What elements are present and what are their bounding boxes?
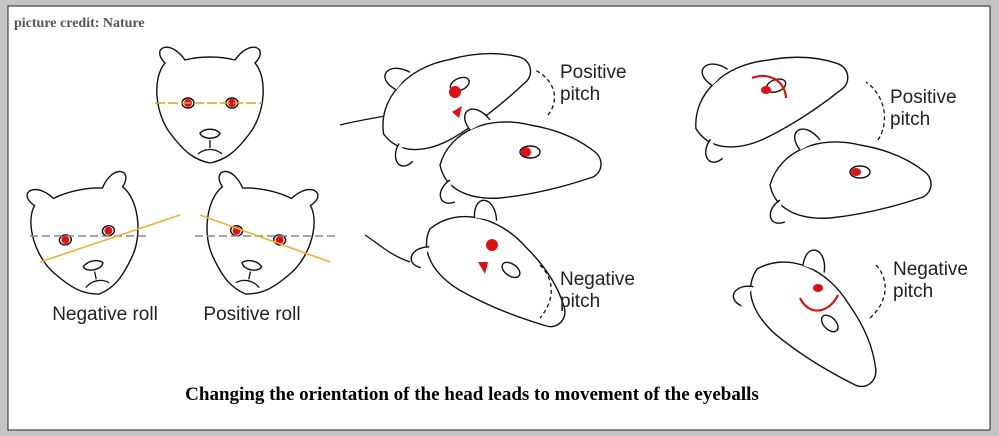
pitch-label: Positive — [890, 87, 957, 108]
roll-label: Negative roll — [52, 304, 158, 325]
pitch-label: Negative — [893, 259, 968, 280]
credit: picture credit: Nature — [14, 16, 145, 31]
pitch-label: pitch — [890, 109, 930, 130]
roll-label: Positive roll — [203, 304, 300, 325]
pitch-heads — [339, 14, 602, 354]
pitch-label: pitch — [560, 291, 600, 312]
caption: Changing the orientation of the head lea… — [185, 384, 759, 405]
pitch-label: pitch — [560, 84, 600, 105]
pitch-label: Positive — [560, 62, 627, 83]
pitch-label: Negative — [560, 269, 635, 290]
pitch-heads — [676, 20, 932, 411]
roll-heads — [22, 46, 335, 306]
pitch-label: pitch — [893, 281, 933, 302]
